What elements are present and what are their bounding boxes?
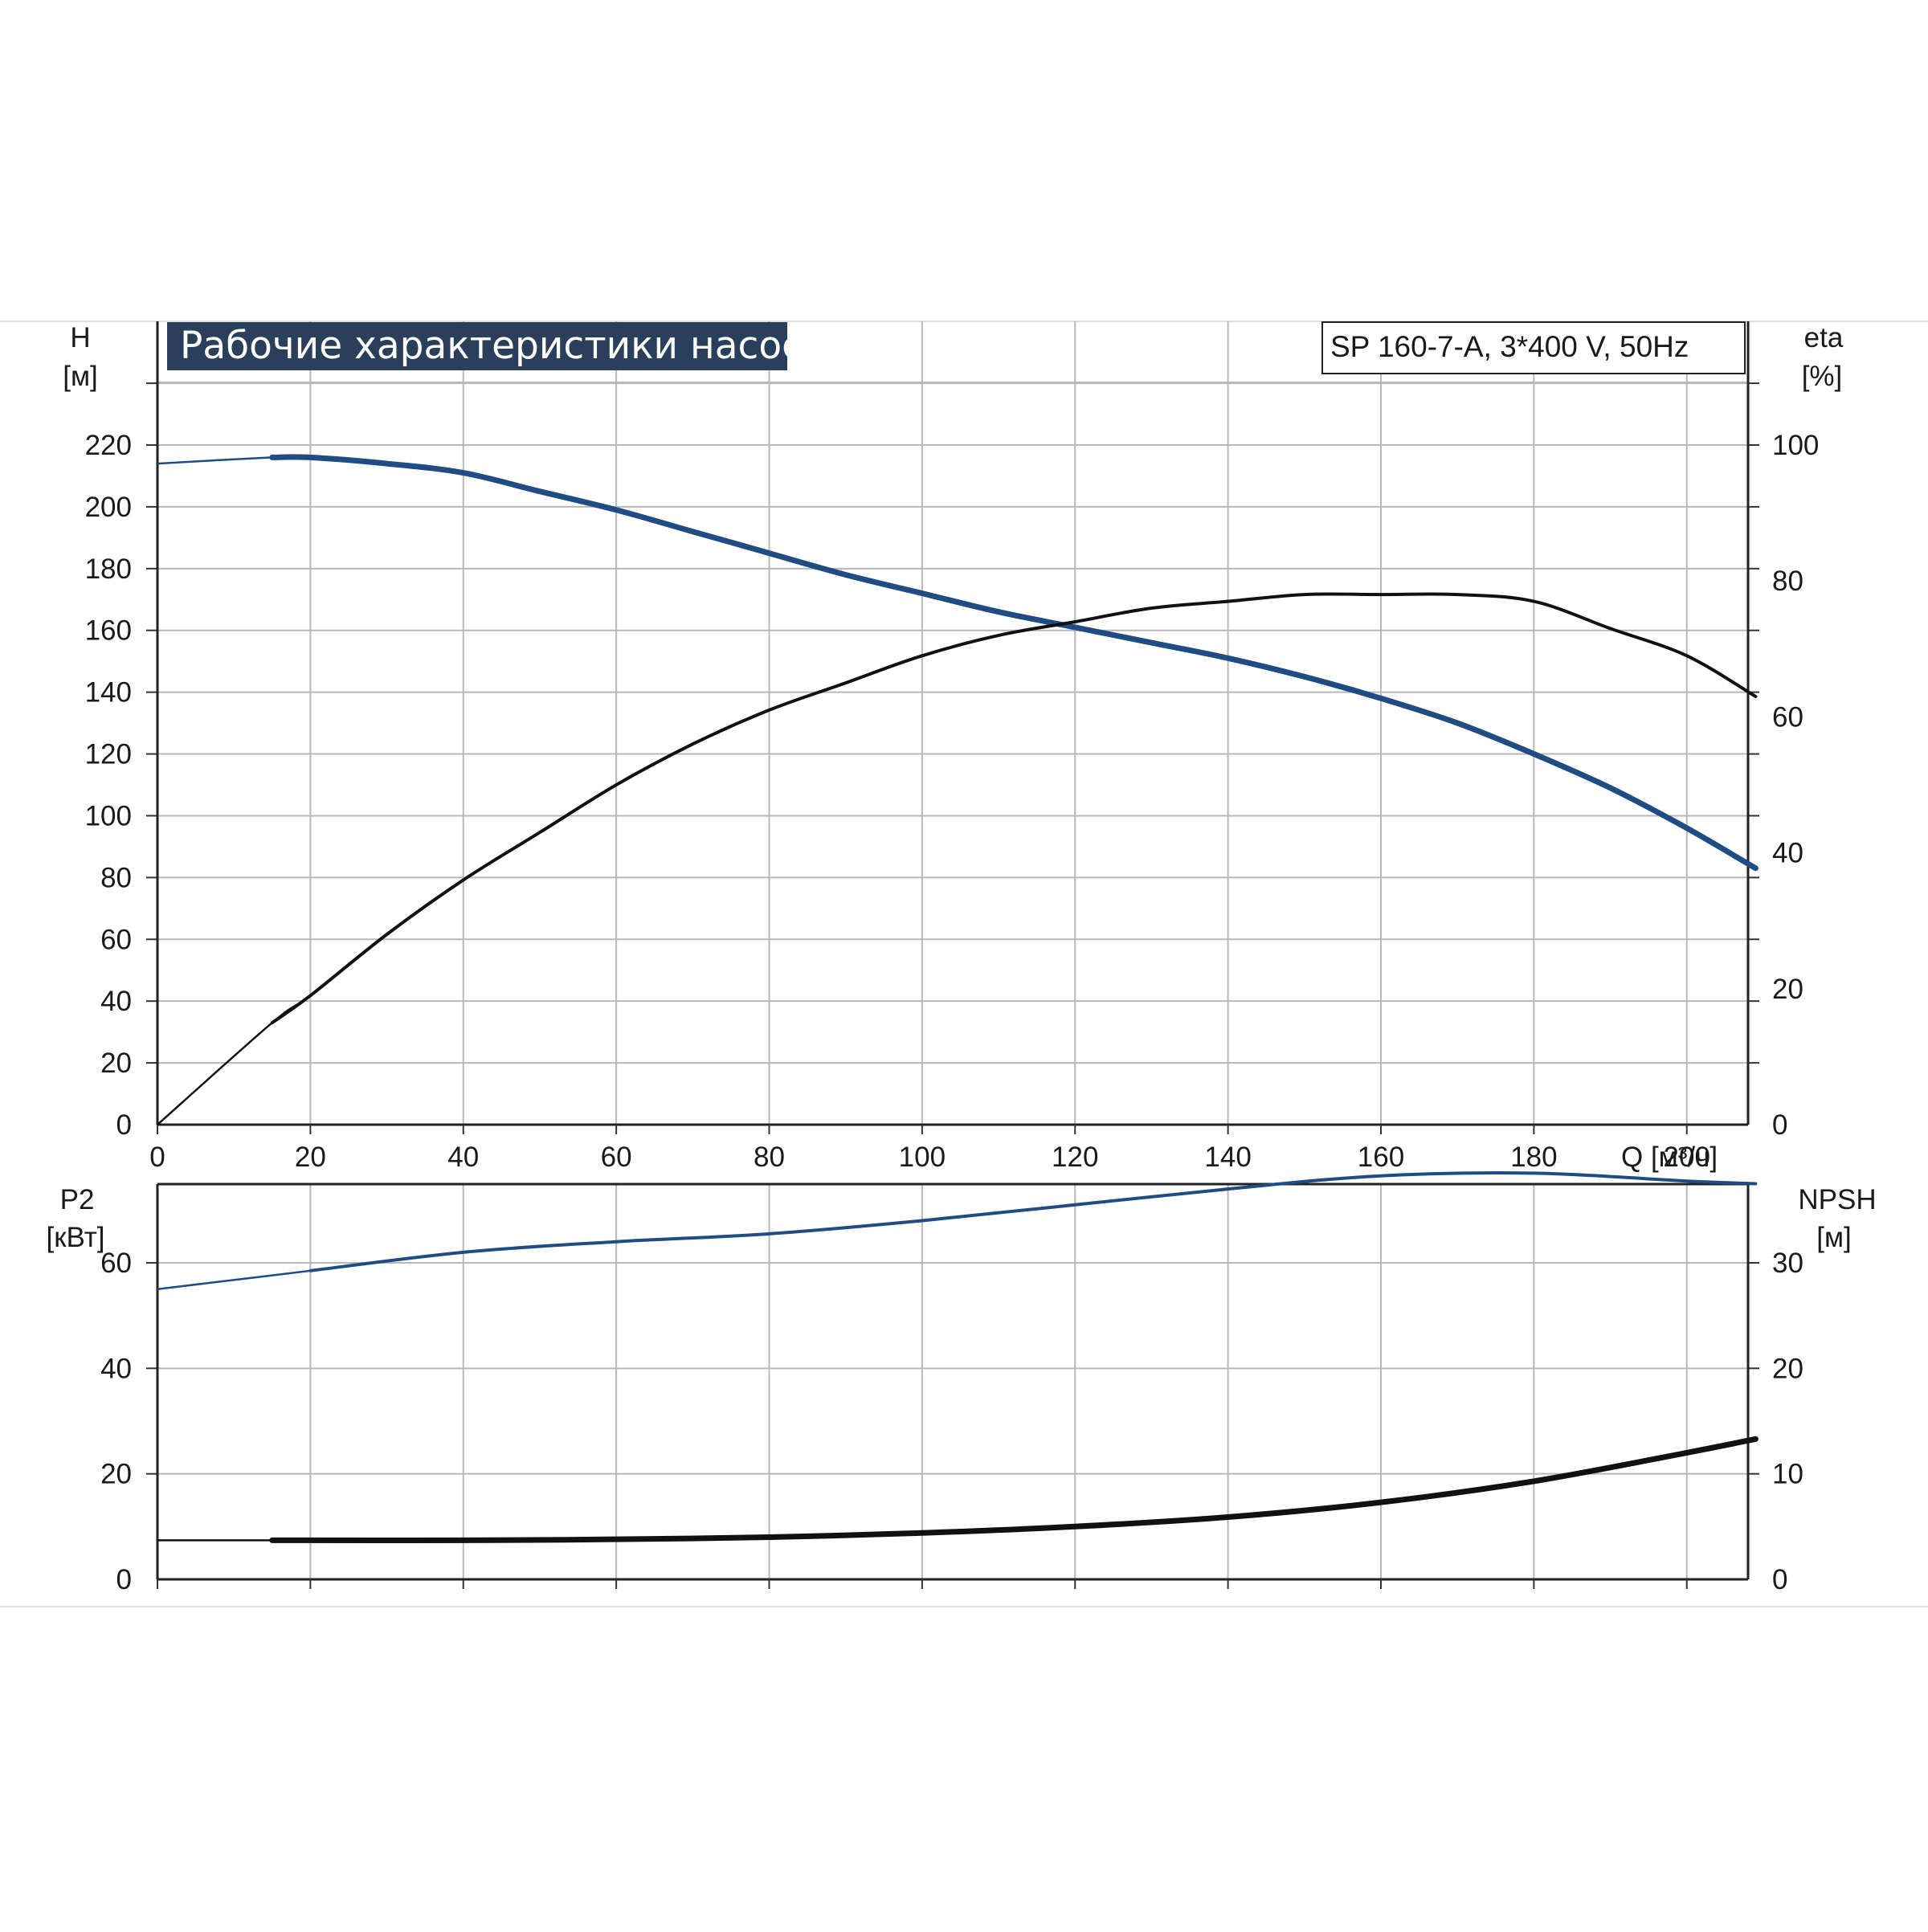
y-left-tick-label: 40 <box>100 1353 132 1384</box>
series-line-thin-lower-1 <box>157 1438 1756 1542</box>
series-line-thin-lower-0 <box>157 1171 1756 1291</box>
y-left-label-lower: P2 <box>60 1184 95 1215</box>
x-tick-label: 20 <box>295 1142 326 1173</box>
y-left-tick-label: 180 <box>85 553 132 585</box>
y-left-tick-label: 0 <box>116 1564 132 1595</box>
x-tick-label: 180 <box>1510 1142 1557 1173</box>
y-left-tick-label: 0 <box>116 1109 132 1141</box>
series-line-upper-1 <box>270 592 1758 1025</box>
x-tick-label: 40 <box>447 1142 479 1173</box>
y-left-tick-label: 20 <box>100 1459 132 1490</box>
y-left-tick-label: 60 <box>100 924 132 955</box>
y-left-tick-label: 100 <box>85 800 132 831</box>
y-right-unit-upper: [%] <box>1802 361 1843 392</box>
title-box <box>167 322 787 370</box>
x-tick-label: 0 <box>149 1142 165 1173</box>
chart-title: Рабочие характеристики насоса <box>180 324 826 368</box>
y-left-tick-label: 140 <box>85 677 132 709</box>
y-right-tick-label: 40 <box>1772 838 1803 869</box>
y-right-tick-label: 80 <box>1772 566 1803 597</box>
y-left-unit-upper: [м] <box>63 361 98 392</box>
model-label: SP 160-7-A, 3*400 V, 50Hz <box>1330 330 1689 363</box>
y-left-tick-label: 20 <box>100 1048 132 1079</box>
y-left-tick-label: 120 <box>85 739 132 770</box>
y-left-tick-label: 80 <box>100 862 132 893</box>
y-right-unit-lower: [м] <box>1816 1222 1852 1253</box>
lower-grid <box>157 1184 1748 1579</box>
y-left-label-upper: H <box>70 322 90 353</box>
y-left-tick-label: 220 <box>85 430 132 461</box>
x-axis-label: Q [м³/ч] <box>1621 1142 1718 1173</box>
y-left-unit-lower: [кВт] <box>47 1222 105 1253</box>
series-line-lower-1 <box>269 1436 1758 1543</box>
upper-axes: 0204060801001201401601802002200204060801… <box>85 321 1819 1173</box>
x-tick-label: 120 <box>1052 1142 1098 1173</box>
x-tick-label: 100 <box>899 1142 946 1173</box>
y-right-tick-label: 20 <box>1772 974 1803 1005</box>
upper-grid <box>157 321 1748 1125</box>
y-right-tick-label: 0 <box>1772 1564 1787 1595</box>
series-line-lower-0 <box>308 1170 1758 1272</box>
y-left-tick-label: 60 <box>100 1248 132 1279</box>
series-line-upper-0 <box>269 454 1758 872</box>
y-left-tick-label: 160 <box>85 615 132 647</box>
y-right-tick-label: 0 <box>1772 1109 1787 1141</box>
y-left-tick-label: 40 <box>100 986 132 1017</box>
x-tick-label: 60 <box>601 1142 632 1173</box>
y-right-tick-label: 100 <box>1772 430 1819 461</box>
y-right-tick-label: 10 <box>1772 1459 1803 1490</box>
y-right-label-lower: NPSH <box>1798 1184 1876 1215</box>
x-tick-label: 200 <box>1664 1142 1710 1173</box>
series-line-thin-upper-0 <box>157 455 1757 869</box>
y-right-tick-label: 60 <box>1772 701 1803 733</box>
lower-series <box>157 1170 1758 1543</box>
x-tick-label: 80 <box>754 1142 785 1173</box>
x-tick-label: 140 <box>1204 1142 1251 1173</box>
y-right-tick-label: 30 <box>1772 1248 1803 1279</box>
model-label-box <box>1321 321 1746 374</box>
y-right-label-upper: eta <box>1804 322 1844 353</box>
y-right-tick-label: 20 <box>1772 1353 1803 1384</box>
y-left-tick-label: 200 <box>85 492 132 523</box>
lower-axes: 0 20 40 60 0 10 20 30 <box>100 1182 1803 1595</box>
upper-series <box>157 454 1758 1125</box>
series-line-thin-upper-1 <box>157 593 1757 1125</box>
x-tick-label: 160 <box>1358 1142 1404 1173</box>
